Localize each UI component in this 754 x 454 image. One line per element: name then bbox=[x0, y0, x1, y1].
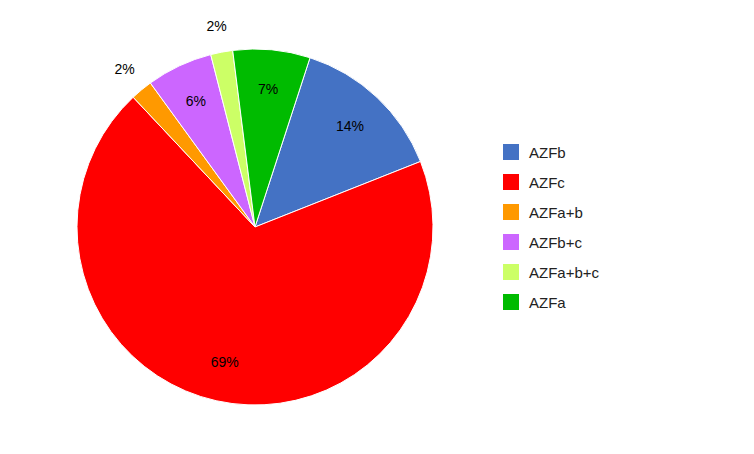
data-label: 6% bbox=[186, 93, 206, 109]
legend-label: AZFa bbox=[529, 294, 566, 311]
data-label: 2% bbox=[207, 18, 227, 34]
data-label: 2% bbox=[114, 61, 134, 77]
legend-label: AZFc bbox=[529, 174, 565, 191]
chart-svg: 14% 69% 2% 6% 2% 7% AZFb AZFc AZFa+b AZFb+c AZFa+b… bbox=[0, 0, 754, 454]
legend: AZFb AZFc AZFa+b AZFb+c AZFa+b+c AZFa bbox=[503, 144, 600, 311]
chart-container: 14% 69% 2% 6% 2% 7% AZFb AZFc AZFa+b AZFb+c AZFa+b… bbox=[0, 0, 754, 454]
data-label: 14% bbox=[336, 118, 364, 134]
legend-swatch bbox=[503, 204, 519, 220]
legend-swatch bbox=[503, 294, 519, 310]
legend-swatch bbox=[503, 144, 519, 160]
legend-label: AZFa+b+c bbox=[529, 264, 600, 281]
data-labels: 14% 69% 2% 6% 2% 7% bbox=[114, 18, 364, 371]
legend-swatch bbox=[503, 264, 519, 280]
legend-swatch bbox=[503, 234, 519, 250]
data-label: 7% bbox=[258, 81, 278, 97]
legend-label: AZFb+c bbox=[529, 234, 582, 251]
data-label: 69% bbox=[211, 354, 239, 370]
slices bbox=[77, 49, 433, 405]
legend-label: AZFb bbox=[529, 144, 566, 161]
legend-label: AZFa+b bbox=[529, 204, 583, 221]
pie-slice bbox=[233, 49, 310, 227]
legend-swatch bbox=[503, 174, 519, 190]
